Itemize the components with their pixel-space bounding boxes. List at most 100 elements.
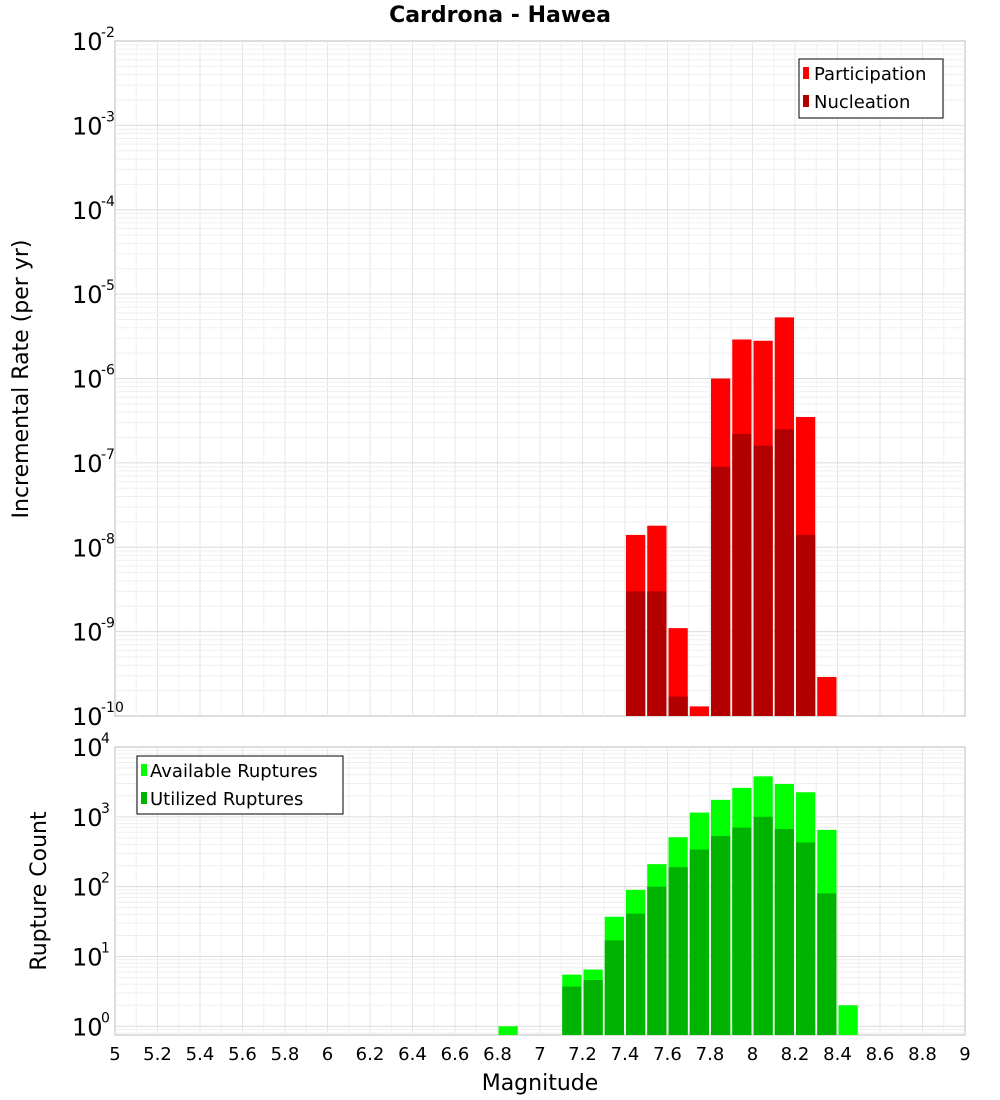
x-tick-label: 5.6 xyxy=(228,1044,257,1065)
bar-nucleation xyxy=(774,429,794,716)
bottom-bars xyxy=(498,776,858,1035)
y-tick-label-exponent: -7 xyxy=(101,447,115,463)
bottom-legend: Available Ruptures Utilized Ruptures xyxy=(136,755,344,815)
y-tick-label-exponent: 0 xyxy=(101,1010,110,1026)
y-tick-label-exponent: 1 xyxy=(101,940,110,956)
bar-utilized-ruptures xyxy=(711,836,731,1035)
top-grid xyxy=(115,41,965,716)
top-legend-box xyxy=(798,58,944,119)
top-bars xyxy=(626,317,837,716)
y-tick-label-base: 10 xyxy=(72,534,103,562)
x-tick-labels: 5 5.2 5.4 5.6 5.8 6 6.2 6.4 6.6 6.8 7 7.2 7.4 7.6 7.8 8… xyxy=(109,1044,970,1065)
y-tick-label-base: 10 xyxy=(72,450,103,478)
x-axis-label: Magnitude xyxy=(482,1071,599,1096)
x-tick-label: 5.2 xyxy=(143,1044,172,1065)
y-tick-label-base: 10 xyxy=(72,619,103,647)
x-tick-label: 6.6 xyxy=(441,1044,470,1065)
bar-nucleation xyxy=(732,433,752,716)
bar-utilized-ruptures xyxy=(796,842,816,1035)
y-tick-label-base: 10 xyxy=(72,943,103,971)
y-tick-label-exponent: -9 xyxy=(101,616,115,632)
x-tick-label: 6.2 xyxy=(356,1044,385,1065)
y-tick-label-base: 10 xyxy=(72,874,103,902)
y-tick-label-base: 10 xyxy=(72,734,103,762)
x-tick-label: 7.2 xyxy=(568,1044,597,1065)
top-legend: Participation Nucleation xyxy=(798,58,944,119)
legend-label-available: Available Ruptures xyxy=(150,761,318,782)
legend-swatch-participation xyxy=(803,67,809,79)
y-tick-label-exponent: 4 xyxy=(101,731,110,747)
x-tick-label: 5.4 xyxy=(186,1044,215,1065)
y-tick-label-base: 10 xyxy=(72,366,103,394)
y-tick-label-base: 10 xyxy=(72,112,103,140)
y-tick-label-exponent: -6 xyxy=(101,363,115,379)
x-tick-label: 8 xyxy=(747,1044,758,1065)
bar-nucleation xyxy=(753,445,773,716)
legend-swatch-nucleation xyxy=(803,95,809,107)
legend-label-utilized: Utilized Ruptures xyxy=(150,789,303,810)
x-tick-label: 6.4 xyxy=(398,1044,427,1065)
bar-utilized-ruptures xyxy=(668,867,688,1035)
x-tick-label: 7 xyxy=(534,1044,545,1065)
bar-utilized-ruptures xyxy=(774,828,794,1035)
legend-swatch-utilized xyxy=(141,792,147,804)
y-tick-label-exponent: -8 xyxy=(101,531,115,547)
y-tick-label-base: 10 xyxy=(72,804,103,832)
bar-participation xyxy=(817,676,837,716)
bar-nucleation xyxy=(668,696,688,716)
x-tick-label: 8.8 xyxy=(908,1044,937,1065)
bar-nucleation xyxy=(647,591,667,716)
y-tick-label-exponent: -10 xyxy=(101,700,124,716)
legend-label-participation: Participation xyxy=(814,64,926,85)
x-tick-label: 8.2 xyxy=(781,1044,810,1065)
x-tick-label: 5.8 xyxy=(271,1044,300,1065)
y-tick-label-exponent: -4 xyxy=(101,194,115,210)
x-tick-label: 8.4 xyxy=(823,1044,852,1065)
bar-utilized-ruptures xyxy=(583,980,603,1035)
bar-nucleation xyxy=(626,591,646,716)
y-tick-label-base: 10 xyxy=(72,281,103,309)
bar-available-ruptures xyxy=(838,1005,858,1035)
bar-utilized-ruptures xyxy=(689,849,709,1035)
bar-utilized-ruptures xyxy=(626,913,646,1035)
bar-available-ruptures xyxy=(498,1026,518,1035)
x-tick-label: 7.6 xyxy=(653,1044,682,1065)
x-tick-label: 8.6 xyxy=(866,1044,895,1065)
bottom-legend-box xyxy=(136,755,344,815)
legend-swatch-available xyxy=(141,764,147,776)
bar-nucleation xyxy=(796,534,816,716)
y-tick-label-base: 10 xyxy=(72,1013,103,1041)
x-tick-label: 6 xyxy=(322,1044,333,1065)
y-tick-label-exponent: -2 xyxy=(101,25,115,41)
y-tick-label-base: 10 xyxy=(72,197,103,225)
x-tick-label: 5 xyxy=(109,1044,120,1065)
bar-utilized-ruptures xyxy=(817,893,837,1035)
bar-participation xyxy=(668,628,688,716)
legend-label-nucleation: Nucleation xyxy=(814,92,910,113)
bar-utilized-ruptures xyxy=(732,827,752,1035)
bar-participation xyxy=(689,706,709,716)
bar-utilized-ruptures xyxy=(562,986,582,1035)
bar-utilized-ruptures xyxy=(753,816,773,1035)
x-tick-label: 7.4 xyxy=(611,1044,640,1065)
bar-nucleation xyxy=(711,466,731,716)
x-tick-label: 9 xyxy=(959,1044,970,1065)
x-tick-label: 6.8 xyxy=(483,1044,512,1065)
y-tick-label-exponent: 3 xyxy=(101,801,110,817)
y-tick-label-base: 10 xyxy=(72,703,103,731)
y-tick-label-exponent: -5 xyxy=(101,278,115,294)
bottom-y-axis-label: Rupture Count xyxy=(27,811,52,971)
y-tick-label-exponent: -3 xyxy=(101,109,115,125)
x-tick-label: 7.8 xyxy=(696,1044,725,1065)
chart-title: Cardrona - Hawea xyxy=(389,3,611,28)
bottom-grid xyxy=(115,747,965,1035)
bar-utilized-ruptures xyxy=(647,886,667,1035)
y-tick-label-base: 10 xyxy=(72,28,103,56)
y-tick-label-exponent: 2 xyxy=(101,871,110,887)
top-y-axis-label: Incremental Rate (per yr) xyxy=(9,240,34,519)
